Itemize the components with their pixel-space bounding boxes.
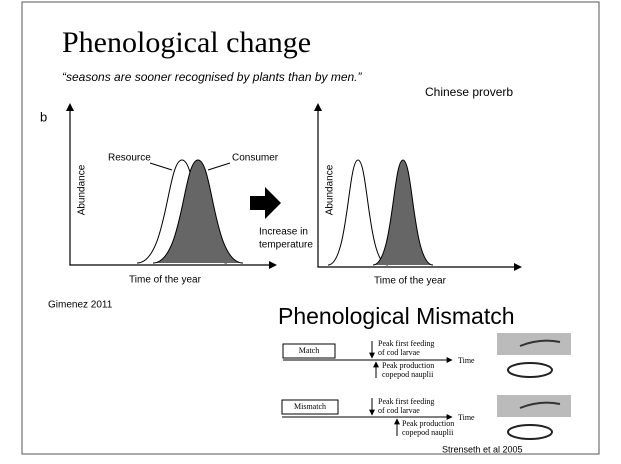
resource-curve [327,159,389,266]
time-label: Time [458,356,475,365]
copepod-image [507,424,553,440]
title: Phenological change [62,26,311,59]
attribution: Chinese proverb [425,85,513,99]
y-label: Abundance [325,164,336,215]
match-diagram: Match Time Peak first feeding of cod lar… [282,333,571,379]
larvae-text: of cod larvae [378,406,420,415]
panel-label: b [40,109,47,124]
axes [317,105,520,268]
nauplii-text: copepod nauplii [402,428,454,437]
nauplii-text: copepod nauplii [382,370,434,379]
nauplii-text: Peak production [402,419,454,428]
quote: “seasons are sooner recognised by plants… [62,70,363,84]
larvae-text: Peak first feeding [378,339,434,348]
x-label: Time of the year [129,275,202,286]
source: Gimenez 2011 [48,300,113,311]
larvae-text: Peak first feeding [378,397,434,406]
left-graph: Resource Consumer Abundance Time of the … [66,103,279,286]
larva-shape [519,339,561,347]
time-label: Time [458,413,475,422]
resource-label: Resource [108,153,151,164]
label-box [282,343,336,359]
consumer-curve [372,159,434,266]
slide-frame [21,1,600,455]
subtitle: Phenological Mismatch [278,303,515,329]
larva-image [497,333,571,355]
larva-shape [519,401,561,409]
source: Strenseth et al 2005 [442,444,523,454]
arrow [250,187,281,219]
larva-image [497,395,571,417]
larvae-text: of cod larvae [378,348,420,357]
x-label: Time of the year [374,276,447,287]
nauplii-text: Peak production [382,361,434,370]
copepod-image [507,362,553,378]
label: Match [299,346,319,355]
consumer-label: Consumer [232,153,279,164]
arrow-text: Increase in [259,227,308,238]
label-box [281,399,339,415]
consumer-curve [152,159,244,264]
arrow-text: temperature [259,240,313,251]
y-label: Abundance [77,164,88,215]
right-graph: Abundance Time of the year [314,103,522,287]
axes [69,105,275,266]
pointer [207,162,231,171]
mismatch-diagram: Mismatch Time Peak first feeding of cod … [281,395,571,440]
label: Mismatch [294,402,326,411]
pointer [149,162,173,171]
